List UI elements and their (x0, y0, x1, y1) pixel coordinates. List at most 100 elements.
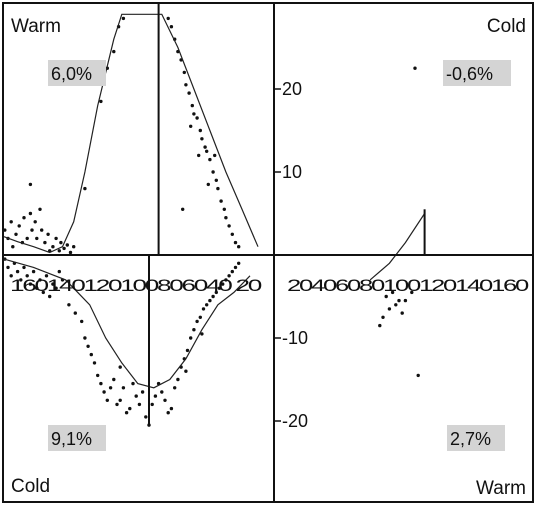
data-point (9, 274, 13, 278)
percent-label-bottom-right: 2,7% (450, 429, 491, 449)
data-point (195, 319, 199, 324)
data-point (230, 269, 234, 274)
data-point (185, 348, 190, 353)
y-tick-label: -20 (282, 411, 308, 431)
data-point (108, 386, 113, 390)
data-point (112, 377, 116, 382)
data-point (28, 211, 33, 216)
data-point (416, 373, 420, 378)
data-point (54, 286, 58, 290)
percent-label-top-right: -0,6% (446, 64, 493, 84)
data-point (115, 402, 119, 407)
data-point (35, 236, 39, 241)
data-point (198, 315, 202, 319)
data-point (201, 307, 206, 311)
data-point (173, 386, 177, 390)
data-point (57, 269, 61, 274)
data-point (230, 232, 234, 236)
percent-label-bottom-left: 9,1% (51, 429, 92, 449)
data-point (28, 282, 33, 286)
data-point (17, 224, 21, 228)
data-point (86, 344, 90, 348)
data-point (51, 245, 55, 249)
data-point (237, 245, 241, 249)
data-point (124, 411, 129, 415)
data-point (233, 265, 238, 270)
data-point (387, 307, 392, 311)
data-point (189, 124, 193, 128)
data-point (80, 319, 84, 324)
data-point (206, 182, 210, 187)
data-point (176, 377, 180, 382)
data-point (184, 83, 188, 87)
corner-label-top-left: Warm (11, 16, 61, 37)
data-point (192, 328, 196, 332)
data-point (9, 220, 13, 224)
data-point (390, 290, 395, 295)
data-point (189, 336, 193, 340)
data-point (25, 236, 29, 241)
data-point (11, 245, 15, 249)
corner-label-bottom-right: Warm (476, 478, 526, 499)
data-point (381, 315, 385, 319)
data-point (227, 224, 231, 228)
data-point (166, 411, 170, 415)
data-point (22, 265, 26, 270)
data-point (384, 294, 388, 299)
data-point (92, 361, 97, 365)
data-point (410, 290, 414, 295)
data-point (153, 394, 158, 398)
data-point (224, 216, 228, 220)
markers (148, 4, 426, 426)
fit-line-bottom-left (3, 258, 251, 389)
data-point (203, 145, 207, 149)
data-point (211, 294, 215, 299)
data-point (83, 336, 87, 340)
data-point (99, 381, 103, 386)
data-point (197, 153, 201, 158)
percent-badge-bg (48, 425, 106, 451)
data-point (403, 298, 408, 303)
data-point (22, 216, 26, 220)
data-point (57, 249, 61, 253)
data-point (102, 390, 106, 394)
data-point (397, 298, 401, 303)
data-point (51, 282, 55, 286)
data-point (14, 232, 18, 236)
quadrant-labels: Warm Cold Cold Warm (11, 16, 526, 499)
data-point (182, 70, 186, 75)
data-point (6, 265, 10, 270)
data-point (150, 402, 154, 407)
data-point (184, 369, 188, 373)
data-point (237, 261, 241, 265)
data-point (221, 282, 225, 286)
data-point (219, 199, 223, 203)
data-point (128, 406, 132, 411)
data-point (208, 157, 212, 162)
x-ticks: 160140120100806040 20 204060801001201401… (10, 276, 530, 295)
data-point (15, 269, 20, 274)
data-points (3, 16, 420, 427)
data-point (43, 240, 47, 245)
data-point (72, 245, 76, 249)
data-point (121, 386, 126, 390)
fit-line-top-right (369, 213, 426, 281)
percent-badge-bg (443, 60, 511, 86)
fit-line-top-left (3, 13, 259, 254)
data-point (200, 137, 204, 141)
data-point (118, 365, 122, 369)
data-point (40, 228, 44, 232)
data-point (44, 274, 49, 278)
data-point (140, 390, 145, 394)
data-point (217, 286, 222, 290)
data-point (378, 323, 382, 328)
data-point (28, 182, 33, 187)
data-point (46, 232, 50, 236)
data-point (134, 394, 138, 398)
data-point (30, 228, 34, 232)
corner-label-top-right: Cold (487, 16, 526, 37)
data-point (224, 278, 228, 282)
data-point (205, 303, 209, 307)
data-point (216, 186, 220, 191)
